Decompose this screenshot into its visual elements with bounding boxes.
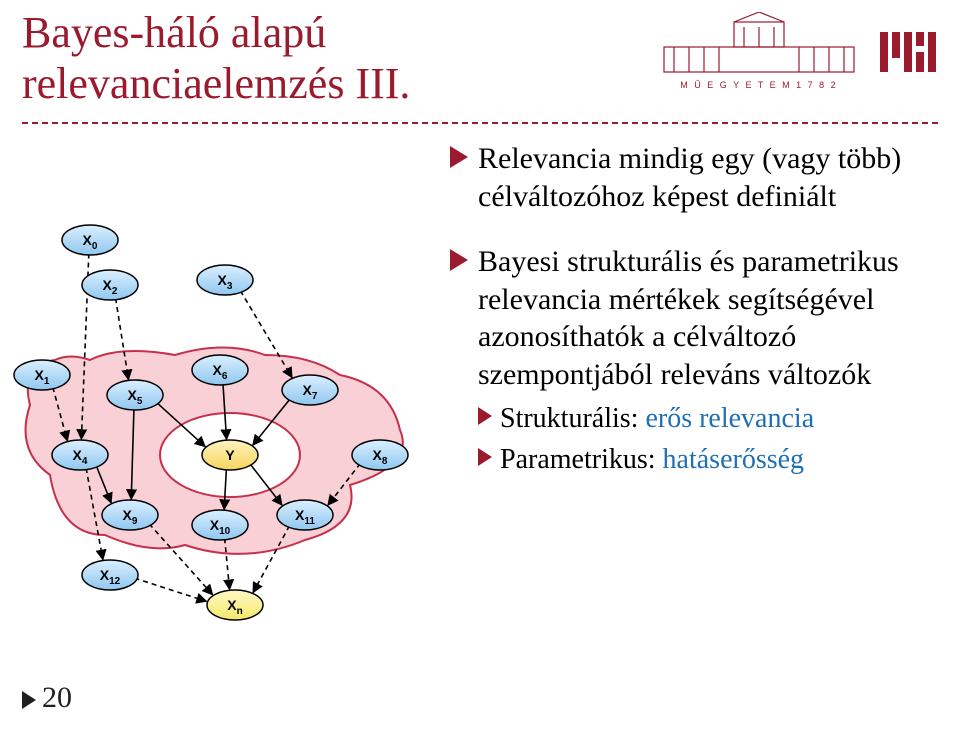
node-x12: X12	[82, 560, 138, 590]
node-x6: X6	[192, 355, 248, 385]
node-x1: X1	[14, 360, 70, 390]
node-x10: X10	[192, 510, 248, 540]
title-divider	[22, 122, 938, 124]
edge	[135, 578, 207, 601]
page-number-arrow-icon	[22, 691, 36, 709]
sub-bullet-2: Parametrikus: hatáserősség	[478, 442, 940, 477]
node-x0: X0	[62, 225, 118, 255]
node-xn: Xn	[207, 590, 263, 620]
bullet-1: Relevancia mindig egy (vagy több) célvál…	[450, 140, 940, 215]
title-line-2: relevanciaelemzés III.	[22, 59, 410, 110]
svg-text:M Ű E G Y E T E M 1 7 8 2: M Ű E G Y E T E M 1 7 8 2	[680, 80, 837, 90]
university-logo-icon: M Ű E G Y E T E M 1 7 8 2	[654, 12, 864, 92]
sub-bullet-1-text: Strukturális: erős relevancia	[500, 401, 814, 436]
node-x2: X2	[82, 270, 138, 300]
sub-bullet-1: Strukturális: erős relevancia	[478, 401, 940, 436]
node-x8: X8	[352, 440, 408, 470]
page-number: 20	[42, 681, 72, 715]
content-block: Relevancia mindig egy (vagy több) célvál…	[450, 140, 940, 483]
bullet-1-text: Relevancia mindig egy (vagy több) célvál…	[478, 140, 940, 215]
bayes-network-diagram: X0 X2 X3 X1 X5 X6 X7 X4 Y X8 X9 X10 X11 X12 Xn	[10, 205, 440, 645]
bullet-2: Bayesi strukturális és parametrikus rele…	[450, 243, 940, 393]
node-x5: X5	[107, 380, 163, 410]
node-y: Y	[202, 440, 258, 470]
node-x7: X7	[282, 375, 338, 405]
svg-text:Y: Y	[225, 447, 235, 463]
sub-bullets: Strukturális: erős relevancia Parametrik…	[478, 401, 940, 477]
sub-bullet-2-text: Parametrikus: hatáserősség	[500, 442, 804, 477]
slide-title: Bayes-háló alapú relevanciaelemzés III.	[22, 8, 410, 109]
node-x9: X9	[102, 500, 158, 530]
title-line-1: Bayes-háló alapú	[22, 8, 410, 59]
node-x4: X4	[52, 440, 108, 470]
node-x3: X3	[197, 265, 253, 295]
logo-block: M Ű E G Y E T E M 1 7 8 2	[654, 12, 938, 92]
bullet-arrow-icon	[450, 249, 468, 271]
mit-logo-icon	[878, 26, 938, 78]
node-x11: X11	[277, 500, 333, 530]
sub-bullet-arrow-icon	[478, 448, 492, 466]
bullet-arrow-icon	[450, 146, 468, 168]
bullet-2-text: Bayesi strukturális és parametrikus rele…	[478, 243, 940, 393]
sub-bullet-arrow-icon	[478, 407, 492, 425]
